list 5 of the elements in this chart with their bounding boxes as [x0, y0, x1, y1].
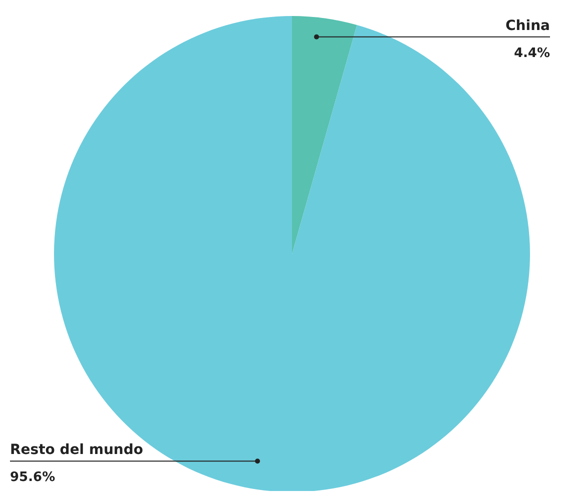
slice-label: China [506, 18, 550, 34]
data-label: 4.4% [514, 46, 550, 61]
slice-label: Resto del mundo [10, 442, 144, 458]
data-label: 95.6% [10, 470, 56, 486]
pie-slice [292, 16, 357, 254]
